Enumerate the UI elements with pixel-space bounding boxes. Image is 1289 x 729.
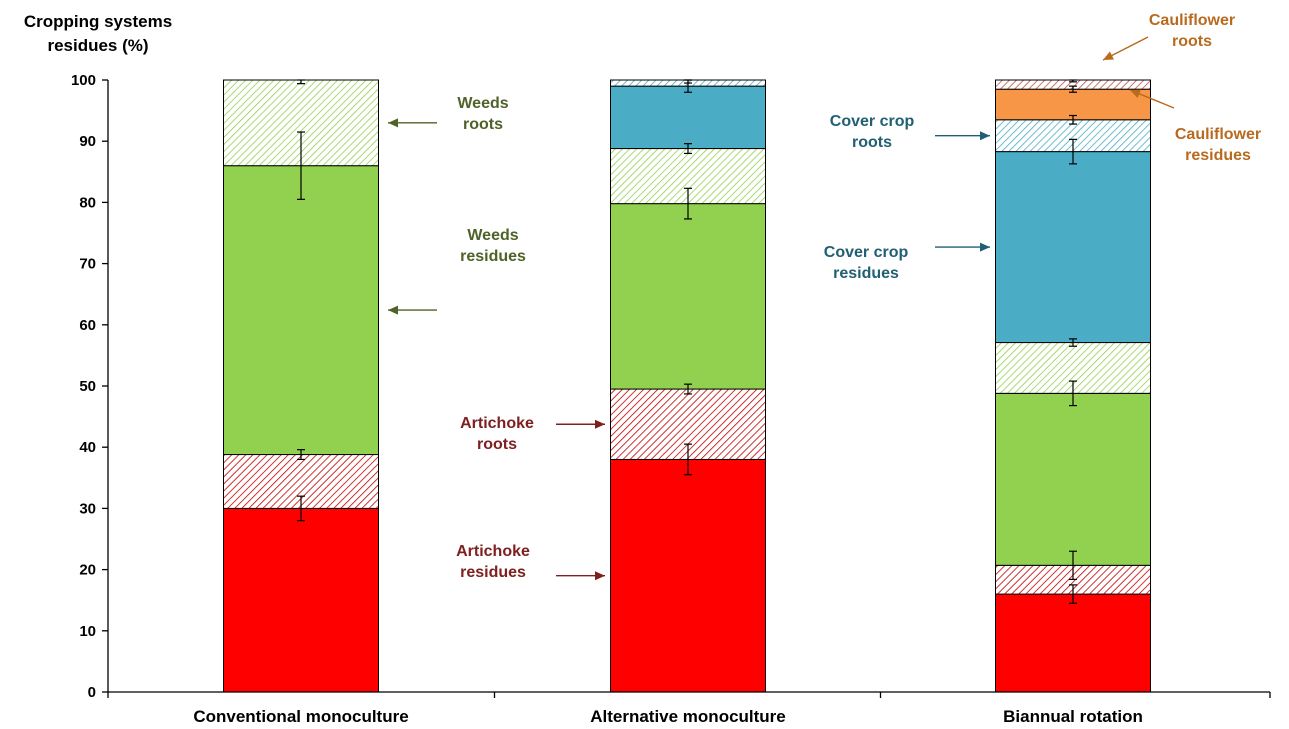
x-category-label-1: Conventional monoculture — [193, 707, 408, 726]
annotation-text: Cover crop — [830, 113, 915, 130]
bar-artichoke-residues-3 — [995, 593, 1151, 693]
annotation-text: Weeds — [457, 95, 508, 112]
bar-weeds-residues-1 — [223, 165, 379, 456]
annotation-weeds-residues: Weeds residues — [388, 227, 526, 315]
error-bar-weeds-residues-3 — [1069, 380, 1077, 407]
error-bar-cover-crop-roots-2 — [684, 79, 692, 84]
error-bar-weeds-residues-1 — [297, 131, 305, 200]
error-bar-cauliflower-residues-3 — [1069, 85, 1077, 93]
annotation-cauliflower-roots: Cauliflower roots — [1102, 12, 1235, 61]
annotation-artichoke-roots: Artichoke roots — [460, 415, 605, 453]
bar-artichoke-residues-1 — [223, 507, 379, 693]
annotation-arrowhead — [1103, 51, 1114, 60]
annotation-arrowhead — [1130, 89, 1141, 98]
annotation-text: Weeds — [467, 227, 518, 244]
error-bars-layer — [297, 79, 1077, 604]
y-tick-label-40: 40 — [79, 439, 96, 456]
error-bar-cover-crop-roots-3 — [1069, 114, 1077, 125]
y-tick-label-100: 100 — [71, 72, 96, 89]
annotation-text: Cauliflower — [1175, 126, 1261, 143]
annotation-arrowhead — [980, 242, 990, 252]
annotation-text: residues — [1185, 147, 1251, 164]
y-tick-label-0: 0 — [88, 684, 96, 701]
annotation-text: residues — [460, 564, 526, 581]
bar-weeds-residues-3 — [995, 392, 1151, 566]
error-bar-weeds-roots-2 — [684, 143, 692, 155]
annotation-text: roots — [463, 116, 503, 133]
y-tick-label-70: 70 — [79, 256, 96, 273]
error-bar-cover-crop-residues-3 — [1069, 138, 1077, 165]
bar-cauliflower-residues-3 — [995, 88, 1151, 121]
annotations-layer: WeedsrootsWeedsresiduesArtichokerootsArt… — [388, 12, 1261, 581]
error-bar-artichoke-roots-2 — [684, 383, 692, 395]
error-bar-weeds-roots-3 — [1069, 338, 1077, 347]
y-tick-label-60: 60 — [79, 317, 96, 334]
annotation-text: Cover crop — [824, 244, 909, 261]
error-bar-artichoke-residues-2 — [684, 443, 692, 476]
annotation-cover-crop-residues: Cover crop residues — [824, 242, 990, 282]
error-bar-artichoke-residues-3 — [1069, 584, 1077, 604]
bar-cover-crop-residues-2 — [610, 85, 766, 150]
x-category-label-2: Alternative monoculture — [590, 707, 786, 726]
annotation-arrowhead — [980, 131, 990, 141]
error-bar-weeds-residues-2 — [684, 187, 692, 220]
axes-layer: 0 10 20 30 40 50 60 70 80 90 100 Conventional monoc… — [71, 72, 1271, 726]
annotation-weeds-roots: Weeds roots — [388, 95, 509, 133]
y-tick-label-50: 50 — [79, 378, 96, 395]
y-tick-label-80: 80 — [79, 194, 96, 211]
y-tick-label-90: 90 — [79, 133, 96, 150]
annotation-text: roots — [1172, 33, 1212, 50]
bar-weeds-residues-2 — [610, 203, 766, 390]
x-category-label-3: Biannual rotation — [1003, 707, 1143, 726]
error-bar-weeds-roots-1 — [297, 79, 305, 85]
y-axis-title-line-2: residues (%) — [47, 36, 148, 55]
y-axis-title-line-1: Cropping systems — [24, 12, 172, 31]
annotation-arrowhead — [595, 571, 605, 581]
annotation-cover-crop-roots: Cover crop roots — [830, 113, 990, 151]
y-tick-label-20: 20 — [79, 562, 96, 579]
bars-layer — [223, 79, 1151, 693]
annotation-text: residues — [833, 265, 899, 282]
annotation-text: roots — [852, 134, 892, 151]
y-tick-label-10: 10 — [79, 623, 96, 640]
annotation-arrowhead — [595, 419, 605, 429]
error-bar-artichoke-roots-1 — [297, 449, 305, 461]
bar-cover-crop-residues-3 — [995, 151, 1151, 344]
error-bar-artichoke-roots-3 — [1069, 550, 1077, 580]
annotation-arrowhead — [388, 305, 398, 315]
annotation-text: Artichoke — [460, 415, 534, 432]
annotation-arrowhead — [388, 118, 398, 128]
annotation-text: Cauliflower — [1149, 12, 1235, 29]
annotation-artichoke-residues: Artichoke residues — [456, 543, 605, 581]
annotation-text: residues — [460, 248, 526, 265]
error-bar-cauliflower-roots-3 — [1069, 79, 1077, 83]
y-tick-label-30: 30 — [79, 500, 96, 517]
bar-artichoke-residues-2 — [610, 458, 766, 693]
error-bar-artichoke-residues-1 — [297, 495, 305, 522]
annotation-cauliflower-residues: Cauliflower residues — [1129, 89, 1261, 164]
annotation-text: roots — [477, 436, 517, 453]
annotation-text: Artichoke — [456, 543, 530, 560]
